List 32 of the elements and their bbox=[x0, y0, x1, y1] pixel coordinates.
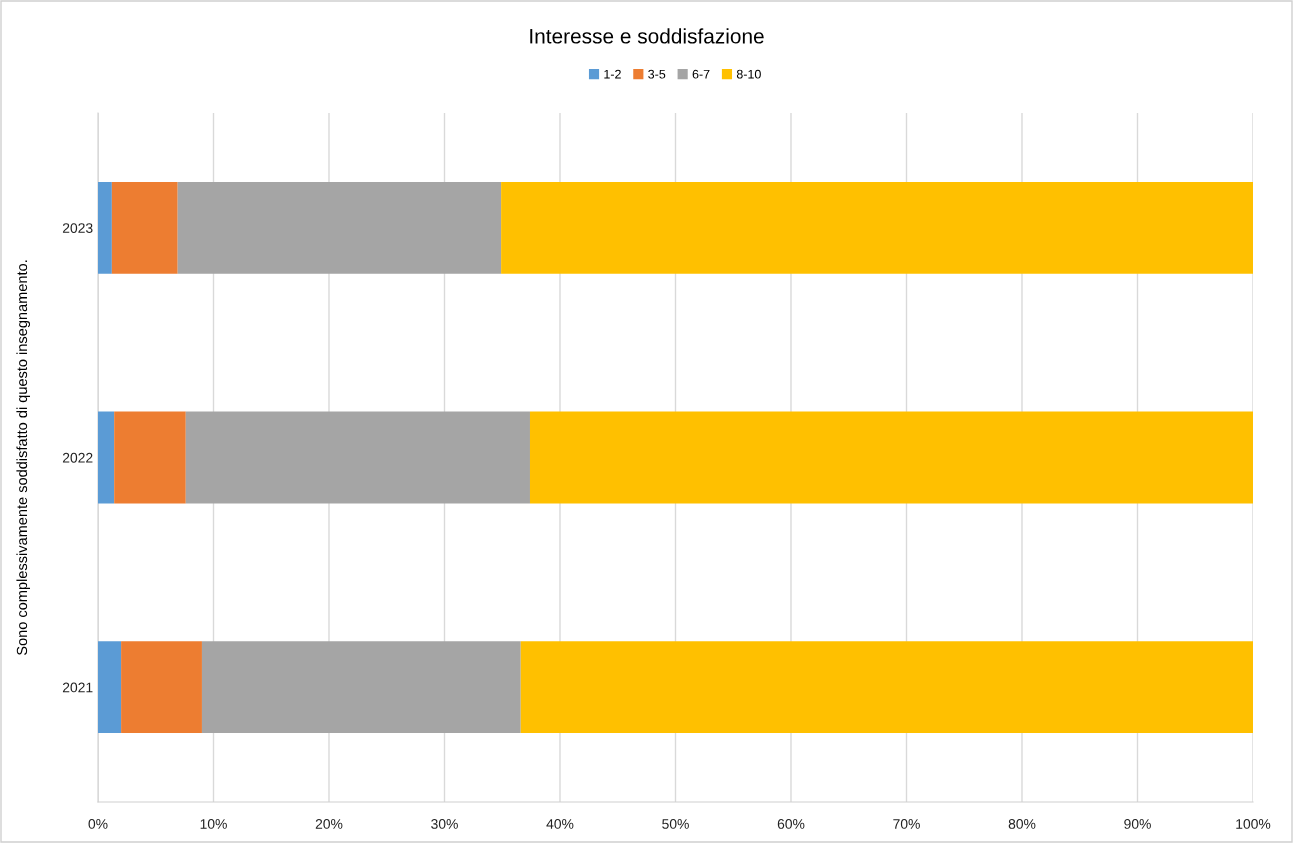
bar bbox=[201, 641, 521, 734]
x-tick-label: 100% bbox=[1236, 819, 1271, 829]
bar bbox=[98, 641, 122, 734]
bar bbox=[114, 411, 186, 504]
legend-label: 1-2 bbox=[604, 69, 621, 79]
x-tick-label: 60% bbox=[777, 819, 805, 829]
bar bbox=[185, 411, 530, 504]
x-tick-label: 20% bbox=[315, 819, 343, 829]
bar bbox=[98, 181, 112, 274]
x-tick-label: 30% bbox=[431, 819, 458, 829]
x-tick-label: 90% bbox=[1124, 819, 1151, 829]
y-axis-title: Sono complessivamente soddisfatto di questo insegnamento. bbox=[16, 260, 30, 656]
legend-label: 8-10 bbox=[736, 69, 761, 79]
bar bbox=[520, 641, 1253, 734]
bar bbox=[501, 181, 1253, 274]
chart-title: Interesse e soddisfazione bbox=[530, 28, 764, 44]
x-tick-label: 10% bbox=[200, 819, 227, 829]
y-tick-label: 2021 bbox=[62, 682, 93, 693]
x-tick-label: 80% bbox=[1008, 819, 1036, 829]
x-tick-label: 70% bbox=[893, 819, 920, 829]
x-tick-label: 50% bbox=[662, 819, 689, 829]
legend-label: 6-7 bbox=[692, 69, 710, 79]
bar bbox=[111, 181, 178, 274]
bar bbox=[98, 411, 115, 504]
bar bbox=[529, 411, 1253, 504]
bar bbox=[177, 181, 502, 274]
legend-label: 3-5 bbox=[648, 69, 666, 79]
y-tick-label: 2022 bbox=[62, 452, 93, 463]
bar bbox=[121, 641, 202, 734]
x-tick-label: 0% bbox=[88, 819, 108, 829]
x-tick-label: 40% bbox=[546, 819, 574, 829]
y-tick-label: 2023 bbox=[62, 223, 93, 233]
